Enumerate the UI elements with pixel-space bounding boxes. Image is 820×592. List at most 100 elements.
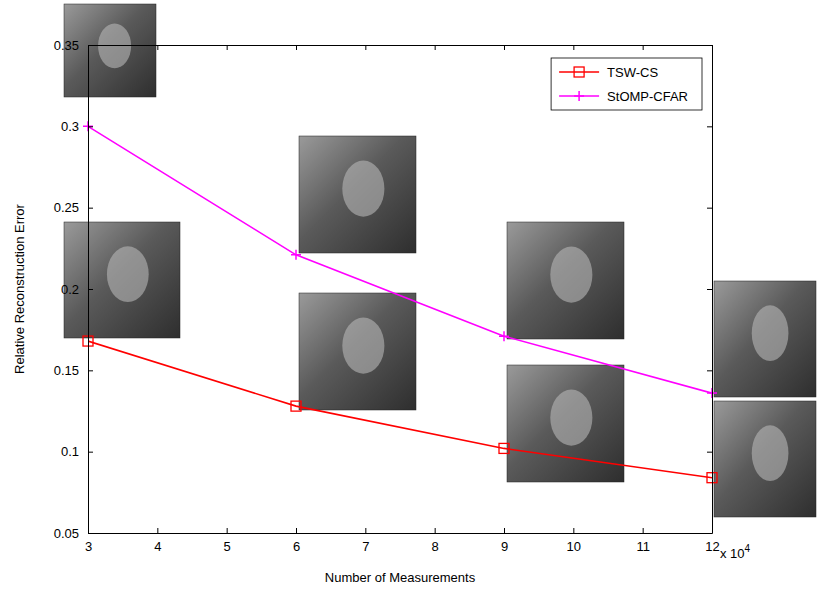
thumbnail-detail — [342, 161, 384, 217]
tick-mark — [707, 533, 712, 534]
tick-mark — [643, 528, 644, 533]
tick: 8 — [432, 528, 439, 554]
tick: 0.15 — [54, 363, 93, 378]
thumbnail — [299, 136, 416, 253]
tick-mark — [227, 528, 228, 533]
axis-line — [89, 533, 713, 534]
tick — [643, 45, 644, 50]
tick-label: 6 — [293, 539, 300, 554]
tick-mark — [573, 528, 574, 533]
tick — [504, 45, 505, 50]
y-axis: 0.05 0.1 0.15 0.2 0.25 0.3 0.35 — [54, 38, 93, 541]
tick-mark — [88, 289, 93, 290]
thumbnail-detail — [550, 390, 592, 446]
tick-mark — [707, 289, 712, 290]
chart: 34567891011120.050.10.150.20.250.30.35Nu… — [0, 0, 820, 592]
y-axis-title: Relative Reconstruction Error — [12, 203, 27, 373]
tick-mark — [435, 528, 436, 533]
tick-label: 3 — [85, 539, 92, 554]
tick-mark — [504, 45, 505, 50]
tick-label: 0.35 — [54, 38, 79, 53]
tick — [707, 533, 712, 534]
tick-mark — [707, 208, 712, 209]
thumbnail-image — [299, 136, 416, 253]
thumbnail — [507, 365, 624, 482]
thumbnail-image — [714, 281, 816, 397]
series-marker — [499, 443, 509, 453]
tick-label: 7 — [362, 539, 369, 554]
tick-mark — [296, 528, 297, 533]
thumbnail — [714, 281, 816, 397]
tick: 0.25 — [54, 200, 93, 215]
tick-label: 0.2 — [61, 282, 79, 297]
tick-mark — [227, 45, 228, 50]
thumbnail-detail — [752, 305, 789, 361]
legend-label: StOMP-CFAR — [607, 89, 688, 104]
tick: 0.1 — [61, 444, 93, 459]
series-marker — [291, 401, 301, 411]
tick — [227, 45, 228, 50]
tick — [707, 370, 712, 371]
thumbnail — [299, 293, 416, 410]
tick-label: 12 — [705, 539, 719, 554]
tick: 0.2 — [61, 282, 93, 297]
thumbnail-detail — [752, 425, 789, 481]
thumbnail — [507, 222, 624, 339]
tick — [365, 45, 366, 50]
series-marker — [291, 250, 301, 260]
series-line — [88, 341, 712, 478]
legend: TSW-CS StOMP-CFAR — [551, 58, 702, 110]
tick: 10 — [567, 528, 581, 554]
tick-mark — [88, 452, 93, 453]
tick-mark — [707, 370, 712, 371]
tick-label: 0.1 — [61, 444, 79, 459]
tick-mark — [643, 45, 644, 50]
tick-mark — [573, 45, 574, 50]
tick-label: 4 — [154, 539, 161, 554]
x-axis-title: Number of Measurements — [325, 570, 476, 585]
tick-label: 10 — [567, 539, 581, 554]
legend-box — [551, 58, 702, 110]
thumbnail — [64, 222, 180, 338]
multiplier-base: x 10 — [720, 546, 745, 561]
thumbnail-detail — [550, 247, 592, 303]
thumbnail — [714, 401, 816, 517]
x-axis: 3456789101112 — [85, 528, 720, 554]
tick-mark — [88, 370, 93, 371]
tick — [707, 45, 712, 46]
x-axis-top — [89, 45, 713, 50]
tick: 0.3 — [61, 119, 93, 134]
y-axis-right — [707, 46, 713, 534]
tick-label: 8 — [432, 539, 439, 554]
series-group — [83, 121, 717, 482]
tick-mark — [707, 452, 712, 453]
tick-mark — [88, 126, 93, 127]
tick — [707, 289, 712, 290]
background — [0, 0, 820, 592]
series-marker — [499, 331, 509, 341]
tick — [573, 45, 574, 50]
thumbnail-image — [507, 365, 624, 482]
thumbnail-detail — [342, 318, 384, 374]
axis-line — [712, 46, 713, 534]
series-line — [88, 126, 712, 393]
tick — [296, 45, 297, 50]
tick-label: 0.05 — [54, 526, 79, 541]
tick-label: 9 — [501, 539, 508, 554]
tick-mark — [88, 45, 93, 46]
tick: 7 — [362, 528, 369, 554]
tick: 5 — [224, 528, 231, 554]
tick-label: 5 — [224, 539, 231, 554]
tick: 0.05 — [54, 526, 93, 541]
tick-mark — [435, 45, 436, 50]
tick-mark — [157, 528, 158, 533]
legend-marker — [574, 67, 584, 77]
legend-label: TSW-CS — [607, 65, 658, 80]
thumbnails — [64, 4, 816, 517]
tick-label: 0.15 — [54, 363, 79, 378]
tick-mark — [504, 528, 505, 533]
thumbnail-image — [714, 401, 816, 517]
tick: 9 — [501, 528, 508, 554]
tick-mark — [365, 528, 366, 533]
tick-mark — [707, 45, 712, 46]
